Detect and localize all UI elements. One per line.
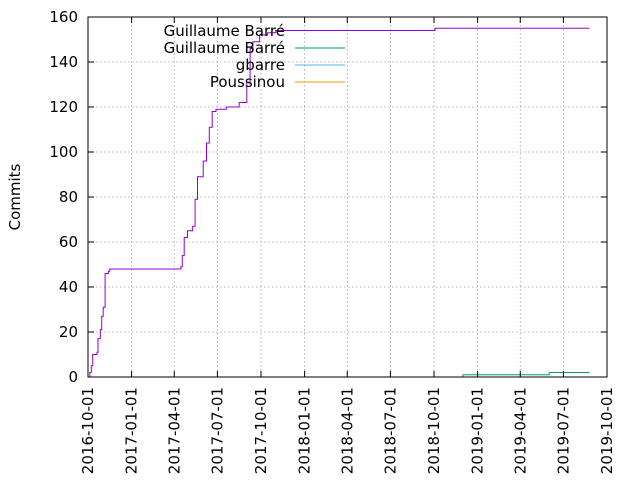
x-tick-label: 2016-10-01 — [79, 387, 97, 474]
y-tick-label: 40 — [59, 278, 78, 296]
x-tick-label: 2017-10-01 — [252, 387, 270, 474]
x-tick-label: 2017-07-01 — [208, 387, 226, 474]
x-tick-label: 2017-04-01 — [165, 387, 183, 474]
legend-label: Guillaume Barré — [164, 39, 285, 57]
series-line-1 — [347, 372, 590, 378]
x-tick-label: 2018-01-01 — [296, 387, 314, 474]
x-tick-label: 2017-01-01 — [123, 387, 141, 474]
x-tick-label: 2019-04-01 — [511, 387, 529, 474]
x-tick-label: 2018-04-01 — [338, 387, 356, 474]
grid-layer — [88, 17, 607, 377]
legend-label: gbarre — [236, 56, 285, 74]
y-tick-label: 20 — [59, 323, 78, 341]
x-tick-label: 2019-01-01 — [469, 387, 487, 474]
y-tick-label: 120 — [49, 98, 78, 116]
y-tick-label: 80 — [59, 188, 78, 206]
y-tick-label: 60 — [59, 233, 78, 251]
x-tick-label: 2018-07-01 — [381, 387, 399, 474]
series-layer — [88, 27, 590, 378]
series-line-0 — [88, 27, 590, 378]
y-tick-label: 0 — [68, 368, 78, 386]
legend-label: Guillaume Barré — [164, 22, 285, 40]
x-tick-label: 2019-10-01 — [598, 387, 616, 474]
y-tick-label: 100 — [49, 143, 78, 161]
x-tick-label: 2018-10-01 — [425, 387, 443, 474]
x-tick-label: 2019-07-01 — [554, 387, 572, 474]
y-tick-label: 160 — [49, 8, 78, 26]
y-axis-title: Commits — [6, 163, 24, 230]
tick-layer: 0 20 40 60 80 100 120 140 160 2016-10-01 2017-01-0… — [49, 8, 616, 474]
legend-label: Poussinou — [210, 73, 285, 91]
y-tick-label: 140 — [49, 53, 78, 71]
